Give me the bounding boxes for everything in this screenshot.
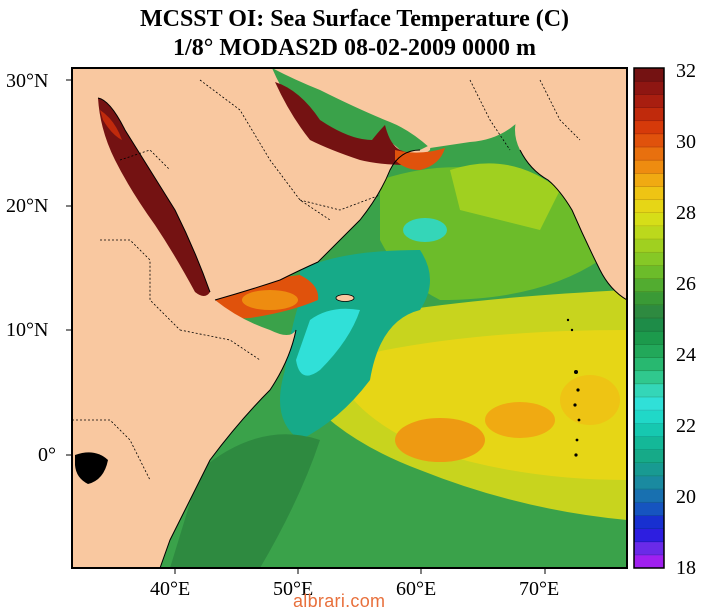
lon-label-50e: 50°E — [273, 578, 314, 600]
colorbar-step — [634, 133, 664, 148]
colorbar-step — [634, 462, 664, 477]
colorbar-step — [634, 146, 664, 161]
colorbar-step — [634, 265, 664, 280]
colorbar-label-22: 22 — [676, 415, 696, 437]
sea-warmer-band — [340, 330, 627, 480]
sea-hot-spot-3 — [560, 375, 620, 425]
colorbar-step — [634, 81, 664, 95]
lon-label-40e: 40°E — [150, 578, 191, 600]
sea-hot-spot-1 — [395, 418, 485, 462]
lat-label-10n: 10°N — [6, 319, 49, 341]
colorbar-step — [634, 68, 664, 82]
socotra-island — [335, 294, 355, 302]
sea-cold-eddy — [403, 218, 447, 242]
colorbar-frame — [633, 67, 665, 569]
colorbar-step — [634, 541, 664, 556]
lon-label-60e: 60°E — [396, 578, 437, 600]
land-africa-arabia — [72, 68, 627, 568]
colorbar-step — [634, 160, 664, 174]
colorbar-step — [634, 94, 664, 108]
map-frame — [71, 67, 628, 569]
colorbar-step — [634, 489, 664, 503]
colorbar-step — [634, 318, 664, 332]
colorbar-step — [634, 278, 664, 293]
colorbar-step — [634, 396, 664, 411]
colorbar-step — [634, 173, 664, 187]
sea-hot-spot-2 — [485, 402, 555, 438]
red-sea-north — [100, 110, 122, 140]
island-dots — [566, 318, 581, 457]
country-borders — [72, 79, 581, 481]
colorbar-step — [634, 423, 664, 437]
colorbar-step — [634, 436, 664, 451]
colorbar-step — [634, 475, 664, 490]
colorbar-label-30: 30 — [676, 131, 696, 153]
land-india — [515, 68, 627, 300]
colorbar-label-20: 20 — [676, 486, 696, 508]
colorbar-step — [634, 212, 664, 227]
colorbar-label-26: 26 — [676, 273, 696, 295]
sea-north-yellowgreen — [450, 163, 560, 230]
colorbar-step — [634, 370, 664, 385]
colorbar-step — [634, 199, 664, 214]
frame-ticks — [66, 79, 546, 574]
colorbar-step — [634, 502, 664, 516]
colorbar-label-28: 28 — [676, 202, 696, 224]
colorbar-step — [634, 120, 664, 135]
lat-label-20n: 20°N — [6, 195, 49, 217]
colorbar-step — [634, 449, 664, 464]
colorbar-step — [634, 225, 664, 240]
colorbar-step — [634, 291, 664, 306]
red-sea — [98, 98, 210, 296]
coastlines — [97, 97, 627, 568]
colorbar-step — [634, 304, 664, 319]
colorbar-step — [634, 357, 664, 372]
colorbar-step — [634, 331, 664, 345]
colorbar-step — [634, 410, 664, 424]
colorbar-step — [634, 554, 664, 569]
lake-victoria — [75, 452, 108, 484]
colorbar-step — [634, 239, 664, 253]
colorbar-label-24: 24 — [676, 344, 696, 366]
land-iran — [272, 68, 627, 148]
colorbar-step — [634, 186, 664, 201]
gulf-of-aden-core — [242, 290, 298, 310]
lat-label-30n: 30°N — [6, 70, 49, 92]
colorbar-step — [634, 383, 664, 398]
chart-title-line2: 1/8° MODAS2D 08-02-2009 0000 m — [173, 35, 536, 61]
gulf-of-oman — [395, 148, 445, 170]
colorbar — [634, 68, 664, 569]
lat-label-0: 0° — [38, 444, 56, 466]
chart-title-line1: MCSST OI: Sea Surface Temperature (C) — [139, 6, 570, 32]
watermark: albrari.com — [293, 591, 386, 611]
sea-southwest — [170, 434, 320, 568]
colorbar-step — [634, 515, 664, 530]
colorbar-step — [634, 528, 664, 543]
sea-upwelling-cold — [296, 308, 360, 376]
lon-label-70e: 70°E — [519, 578, 560, 600]
colorbar-step — [634, 107, 664, 122]
colorbar-step — [634, 252, 664, 266]
colorbar-label-18: 18 — [676, 557, 696, 579]
colorbar-step — [634, 344, 664, 358]
map-area — [72, 68, 627, 568]
colorbar-label-32: 32 — [676, 60, 696, 82]
